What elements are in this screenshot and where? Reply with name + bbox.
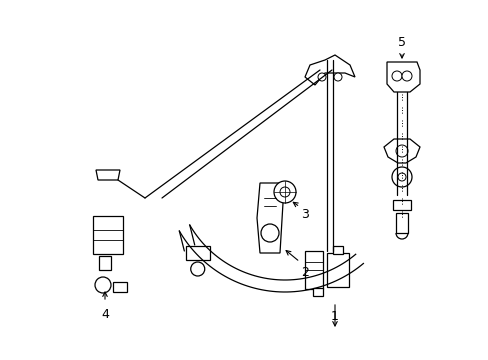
Bar: [305, 251, 323, 289]
Circle shape: [397, 173, 405, 181]
Circle shape: [273, 181, 295, 203]
Polygon shape: [386, 62, 419, 92]
Bar: [312, 288, 323, 296]
Circle shape: [395, 145, 407, 157]
Text: 4: 4: [101, 309, 109, 321]
Circle shape: [391, 167, 411, 187]
Polygon shape: [257, 183, 283, 253]
Text: 2: 2: [301, 266, 308, 279]
Circle shape: [391, 71, 401, 81]
Circle shape: [261, 224, 279, 242]
Polygon shape: [305, 55, 354, 85]
Text: 1: 1: [330, 310, 338, 323]
Bar: [185, 246, 209, 260]
Bar: [113, 282, 127, 292]
Bar: [326, 253, 348, 287]
Bar: [332, 246, 342, 254]
Circle shape: [95, 277, 111, 293]
Circle shape: [317, 73, 325, 81]
Circle shape: [401, 71, 411, 81]
Bar: [392, 200, 410, 210]
Text: 3: 3: [301, 208, 308, 221]
Bar: [93, 216, 123, 254]
Polygon shape: [383, 139, 419, 163]
Bar: [99, 256, 111, 270]
Polygon shape: [96, 170, 120, 180]
Circle shape: [190, 262, 204, 276]
Circle shape: [280, 187, 289, 197]
Text: 5: 5: [397, 36, 405, 49]
Bar: [395, 213, 407, 233]
Circle shape: [333, 73, 341, 81]
